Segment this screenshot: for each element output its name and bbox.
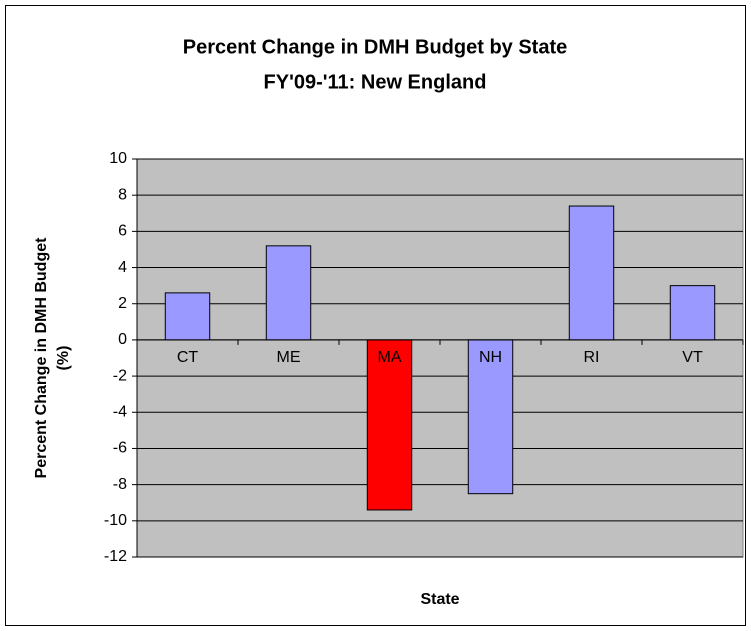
x-tick-label: MA <box>378 349 402 366</box>
x-tick-label: NH <box>479 349 502 366</box>
x-tick-label: RI <box>584 349 600 366</box>
x-tick-label: CT <box>177 349 199 366</box>
y-axis-label: (%) <box>55 346 72 371</box>
x-tick-label: ME <box>277 349 301 366</box>
chart-title: Percent Change in DMH Budget by State <box>183 36 568 58</box>
y-tick-label: 8 <box>118 186 127 203</box>
bar <box>265 245 312 341</box>
y-tick-label: 2 <box>118 295 127 312</box>
y-tick-label: -2 <box>113 367 127 384</box>
y-tick-label: -8 <box>113 476 127 493</box>
x-tick-label: VT <box>682 349 703 366</box>
chart-subtitle: FY'09-'11: New England <box>264 71 487 93</box>
bar <box>164 292 211 341</box>
y-tick-label: -4 <box>113 403 127 420</box>
y-tick-label: 10 <box>109 150 127 167</box>
y-tick-label: -12 <box>104 548 127 565</box>
x-axis-label: State <box>420 591 459 608</box>
y-tick-label: -10 <box>104 512 127 529</box>
y-tick-label: 4 <box>118 259 127 276</box>
bar <box>669 285 716 341</box>
y-tick-label: -6 <box>113 440 127 457</box>
plot-area <box>136 158 744 558</box>
bar <box>568 205 615 341</box>
y-tick-label: 6 <box>118 223 127 240</box>
y-tick-label: 0 <box>118 331 127 348</box>
y-axis-label: Percent Change in DMH Budget <box>33 237 50 479</box>
y-label-group: Percent Change in DMH Budget (%) <box>33 237 72 479</box>
